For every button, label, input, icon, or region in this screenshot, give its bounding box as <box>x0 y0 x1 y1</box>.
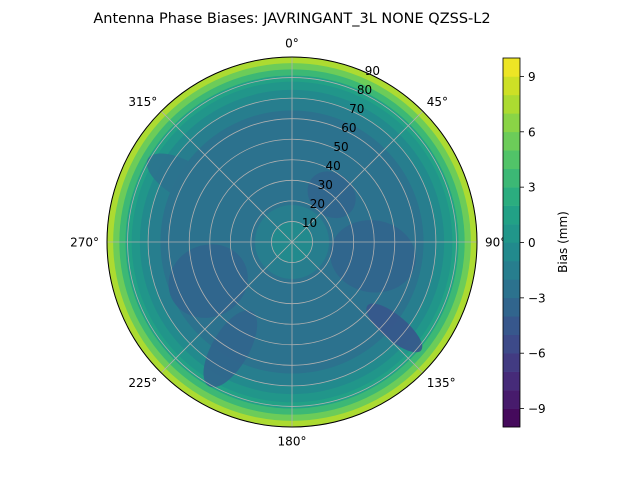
r-tick-label: 90 <box>365 64 380 78</box>
bias-patch-1 <box>168 244 248 318</box>
theta-tick-label: 270° <box>70 236 99 250</box>
grid-spoke-7 <box>160 110 293 243</box>
colorbar-swatch <box>503 297 520 317</box>
colorbar-swatch <box>503 131 520 151</box>
polar-frame <box>106 56 478 428</box>
theta-tick-label: 225° <box>128 376 157 390</box>
grid-spoke-3 <box>291 241 424 374</box>
theta-tick-label: 315° <box>128 95 157 109</box>
r-tick-label: 10 <box>302 216 317 230</box>
chart-title: Antenna Phase Biases: JAVRINGANT_3L NONE… <box>93 11 490 27</box>
colorbar-label: Bias (mm) <box>556 211 570 273</box>
colorbar-swatch <box>503 334 520 354</box>
r-tick-label: 40 <box>325 159 340 173</box>
colorbar-ticks: −9 −6 −3 0 3 6 9 <box>520 70 546 416</box>
colorbar-swatch <box>503 58 520 77</box>
colorbar-swatch <box>503 187 520 206</box>
colorbar-swatch <box>503 316 520 336</box>
r-tick-label: 30 <box>318 178 333 192</box>
colorbar-tick-label: −3 <box>528 291 546 305</box>
colorbar-swatch <box>503 242 520 262</box>
angular-tick-labels: 0° 45° 90° 135° 180° 225° 270° 315° <box>70 37 506 449</box>
theta-tick-label: 180° <box>278 435 307 449</box>
theta-tick-label: 0° <box>285 37 299 51</box>
bias-patch-3 <box>366 303 423 353</box>
colorbar-swatch <box>503 279 520 299</box>
theta-tick-label: 45° <box>427 95 448 109</box>
r-tick-label: 50 <box>333 140 348 154</box>
theta-tick-label: 135° <box>427 376 456 390</box>
polar-grid <box>106 56 478 428</box>
colorbar-swatch <box>503 353 520 372</box>
grid-spoke-5 <box>160 241 293 374</box>
colorbar-swatch <box>503 224 520 243</box>
r-tick-label: 80 <box>357 83 372 97</box>
colorbar-swatch <box>503 205 520 225</box>
colorbar-swatch <box>503 408 520 428</box>
colorbar-swatch <box>503 260 520 280</box>
colorbar-swatch <box>503 390 520 409</box>
r-tick-label: 60 <box>341 121 356 135</box>
colorbar: −9 −6 −3 0 3 6 9 Bias (mm) <box>502 57 570 428</box>
colorbar-swatch <box>503 371 520 391</box>
radial-tick-labels: 10 20 30 40 50 60 70 80 90 <box>302 64 380 230</box>
colorbar-swatch <box>503 94 520 114</box>
r-tick-label: 70 <box>349 102 364 116</box>
colorbar-swatch <box>503 150 520 169</box>
colorbar-tick-label: 3 <box>528 181 536 195</box>
colorbar-swatch <box>503 168 520 188</box>
colorbar-tick-label: −6 <box>528 347 546 361</box>
colorbar-tick-label: 0 <box>528 236 536 250</box>
colorbar-swatch <box>503 76 520 96</box>
theta-tick-label: 90° <box>485 236 506 250</box>
r-tick-label: 20 <box>310 197 325 211</box>
colorbar-tick-label: −9 <box>528 402 546 416</box>
colorbar-tick-label: 6 <box>528 125 536 139</box>
colorbar-swatches <box>503 58 520 428</box>
polar-plot-area: 10 20 30 40 50 60 70 80 90 0° 45° 90° 135° 180° 225° 2… <box>70 37 506 449</box>
colorbar-swatch <box>503 113 520 133</box>
colorbar-tick-label: 9 <box>528 70 536 84</box>
grid-spoke-1 <box>291 110 424 243</box>
